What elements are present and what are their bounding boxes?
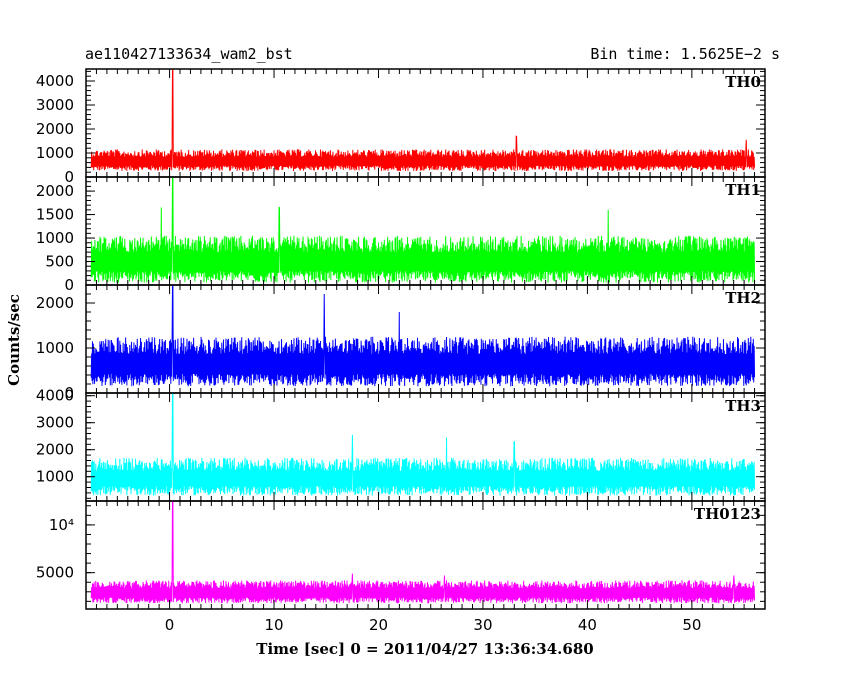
y-tick-label: 0 bbox=[64, 276, 74, 294]
panel-name: TH2 bbox=[725, 289, 761, 307]
y-tick-label: 2000 bbox=[36, 441, 74, 459]
panel-name: TH0123 bbox=[694, 505, 761, 523]
y-tick-label: 1000 bbox=[36, 229, 74, 247]
x-tick-label: 0 bbox=[165, 616, 175, 634]
y-tick-label: 1000 bbox=[36, 144, 74, 162]
y-tick-label: 0 bbox=[64, 384, 74, 402]
panel-name: TH0 bbox=[725, 73, 761, 91]
x-tick-label: 10 bbox=[264, 616, 283, 634]
y-tick-label: 0 bbox=[64, 168, 74, 186]
y-tick-label: 5000 bbox=[36, 564, 74, 582]
y-tick-label: 2000 bbox=[36, 294, 74, 312]
panel-th0: TH0 0 1000 2000 3000 4000 bbox=[36, 68, 766, 186]
x-tick-label: 50 bbox=[682, 616, 701, 634]
chart-title: ae110427133634_wam2_bst bbox=[85, 45, 293, 63]
y-tick-label: 4000 bbox=[36, 72, 74, 90]
panels-group: TH001000200030004000TH10500100015002000T… bbox=[36, 68, 766, 610]
y-tick-label: 2000 bbox=[36, 182, 74, 200]
x-axis: 0 10 20 30 40 50 bbox=[165, 616, 702, 634]
series-th0 bbox=[90, 68, 756, 172]
panel-th2: TH2 0 1000 2000 bbox=[36, 284, 766, 402]
panel-frame bbox=[85, 500, 766, 610]
panel-name: TH3 bbox=[725, 397, 761, 415]
x-axis-title: Time [sec] 0 = 2011/04/27 13:36:34.680 bbox=[256, 640, 593, 658]
y-tick-label: 1000 bbox=[36, 339, 74, 357]
series-th1 bbox=[90, 176, 756, 283]
y-tick-label: 2000 bbox=[36, 120, 74, 138]
y-tick-label: 500 bbox=[45, 253, 74, 271]
x-tick-label: 30 bbox=[473, 616, 492, 634]
panel-th0123: TH0123 5000 10⁴ bbox=[36, 500, 766, 610]
series-th0123 bbox=[90, 500, 756, 604]
x-tick-label: 40 bbox=[578, 616, 597, 634]
series-th2 bbox=[90, 284, 756, 387]
panel-name: TH1 bbox=[725, 181, 761, 199]
y-tick-label: 1000 bbox=[36, 468, 74, 486]
y-tick-label: 10⁴ bbox=[49, 516, 74, 534]
y-tick-label: 1500 bbox=[36, 206, 74, 224]
x-tick-label: 20 bbox=[369, 616, 388, 634]
series-th3 bbox=[90, 392, 756, 496]
y-tick-label: 3000 bbox=[36, 96, 74, 114]
chart-subtitle: Bin time: 1.5625E−2 s bbox=[590, 45, 780, 63]
panel-th1: TH1 0 500 1000 1500 2000 bbox=[36, 176, 766, 294]
panel-th3: TH3 1000 2000 3000 4000 bbox=[36, 387, 766, 502]
y-axis-title: Counts/sec bbox=[5, 294, 23, 386]
y-tick-label: 3000 bbox=[36, 414, 74, 432]
y-tick-label: 4000 bbox=[36, 387, 74, 405]
